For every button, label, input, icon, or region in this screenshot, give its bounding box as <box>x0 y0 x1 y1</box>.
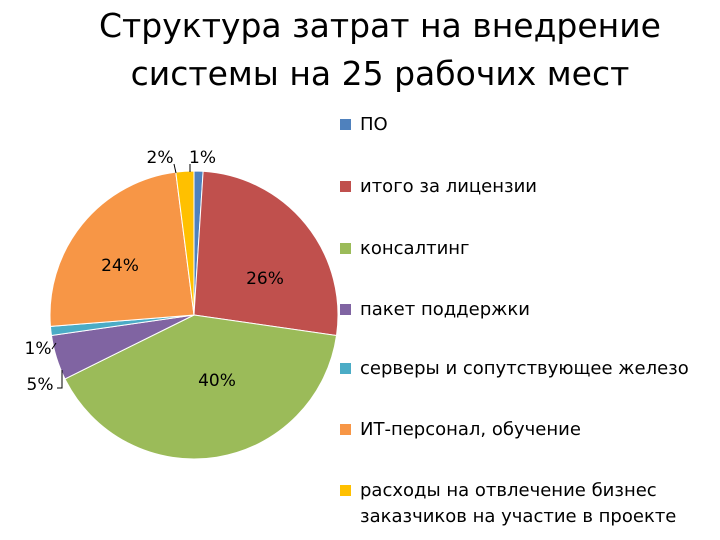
pie-slice-2 <box>64 314 338 460</box>
legend-label-support: пакет поддержки <box>360 299 530 320</box>
chart-title-line-1: Структура затрат на внедрение <box>99 6 661 45</box>
data-label-5: 24% <box>101 256 139 276</box>
legend-swatch-support <box>340 304 351 315</box>
pie-slice-5 <box>49 171 195 327</box>
legend-swatch-consulting <box>340 243 351 254</box>
legend-label-po: ПО <box>360 114 388 135</box>
legend-label-licenses: итого за лицензии <box>360 176 537 197</box>
leader-lines <box>51 163 191 389</box>
data-label-6: 2% <box>147 148 174 168</box>
legend-item-licenses: итого за лицензии <box>340 174 537 200</box>
legend-label-it-staff: ИТ-персонал, обучение <box>360 419 581 440</box>
legend-item-servers: серверы и сопутствующее железо <box>340 356 689 382</box>
legend-swatch-business <box>340 485 351 496</box>
legend-swatch-licenses <box>340 181 351 192</box>
legend-item-business: расходы на отвлечение бизнес заказчиков … <box>340 478 676 530</box>
leader-line-6 <box>173 163 177 174</box>
legend-item-support: пакет поддержки <box>340 297 530 323</box>
leader-line-4 <box>51 342 57 350</box>
data-label-1: 26% <box>246 269 284 289</box>
data-label-4: 1% <box>25 339 52 359</box>
legend-label-consulting: консалтинг <box>360 238 470 259</box>
legend-swatch-it-staff <box>340 424 351 435</box>
pie-slices <box>49 170 339 460</box>
data-labels: 1% 26% 40% 5% 1% 24% 2% <box>25 148 284 395</box>
data-label-0: 1% <box>189 148 216 168</box>
legend-swatch-po <box>340 119 351 130</box>
leader-line-3 <box>57 370 63 389</box>
chart-title: Структура затрат на внедрение системы на… <box>60 2 700 98</box>
chart-title-line-2: системы на 25 рабочих мест <box>130 54 630 93</box>
legend-item-consulting: консалтинг <box>340 236 470 262</box>
data-label-2: 40% <box>198 371 236 391</box>
legend-item-it-staff: ИТ-персонал, обучение <box>340 417 581 443</box>
data-label-3: 5% <box>27 375 54 395</box>
legend-label-business: расходы на отвлечение бизнес заказчиков … <box>360 480 677 527</box>
legend-label-servers: серверы и сопутствующее железо <box>360 358 689 379</box>
legend-item-po: ПО <box>340 112 388 138</box>
legend-swatch-servers <box>340 363 351 374</box>
pie-slice-1 <box>193 170 339 337</box>
